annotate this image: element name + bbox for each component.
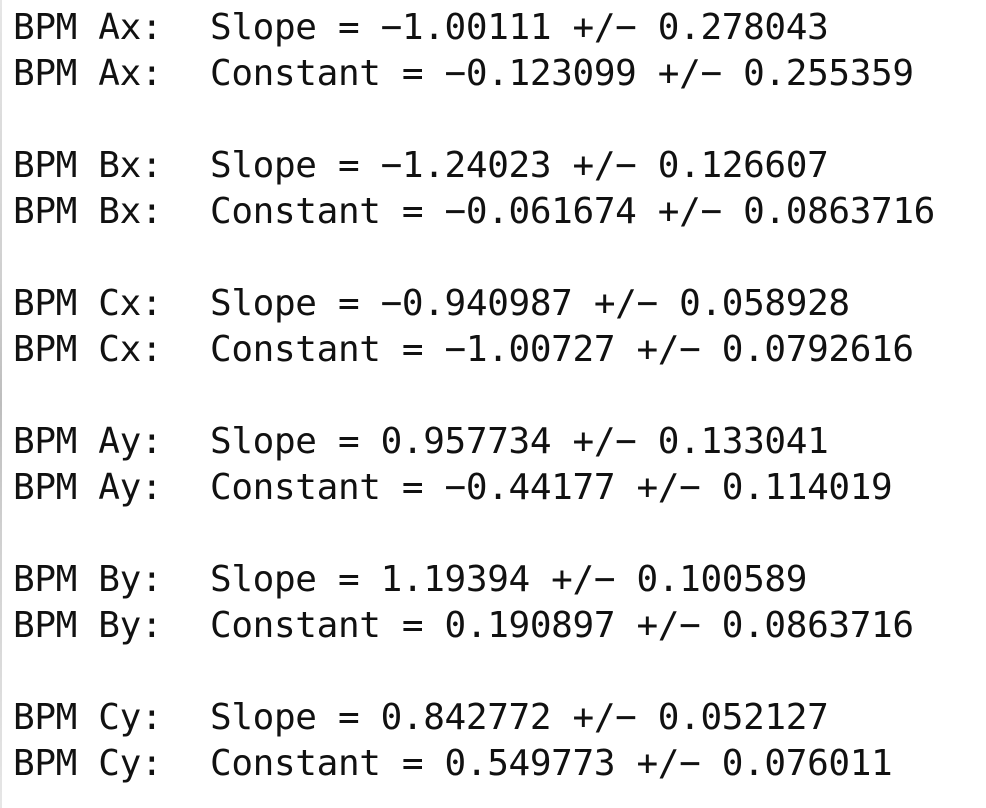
console-output: BPM Ax: Slope = −1.00111 +/− 0.278043 BPM… bbox=[13, 5, 978, 787]
line-text: Constant = 0.190897 +/− 0.0863716 bbox=[210, 605, 914, 646]
blank-line bbox=[13, 373, 978, 419]
blank-line bbox=[13, 511, 978, 557]
console-line-ax-constant: BPM Ax: Constant = −0.123099 +/− 0.255359 bbox=[13, 51, 978, 97]
line-prefix: BPM Cx: bbox=[13, 329, 163, 370]
line-prefix: BPM Bx: bbox=[13, 191, 163, 232]
line-text: Constant = −1.00727 +/− 0.0792616 bbox=[210, 329, 914, 370]
blank-line bbox=[13, 649, 978, 695]
line-text: Slope = 0.957734 +/− 0.133041 bbox=[210, 421, 829, 462]
line-prefix: BPM Ax: bbox=[13, 7, 163, 48]
window-left-edge bbox=[0, 0, 2, 808]
console-line-bx-constant: BPM Bx: Constant = −0.061674 +/− 0.086371… bbox=[13, 189, 978, 235]
line-prefix: BPM Ax: bbox=[13, 53, 163, 94]
console-line-ax-slope: BPM Ax: Slope = −1.00111 +/− 0.278043 bbox=[13, 5, 978, 51]
console-line-cy-slope: BPM Cy: Slope = 0.842772 +/− 0.052127 bbox=[13, 695, 978, 741]
line-prefix: BPM Ay: bbox=[13, 421, 163, 462]
line-prefix: BPM By: bbox=[13, 559, 163, 600]
line-text: Slope = −0.940987 +/− 0.058928 bbox=[210, 283, 850, 324]
console-line-cx-constant: BPM Cx: Constant = −1.00727 +/− 0.0792616 bbox=[13, 327, 978, 373]
line-prefix: BPM Ay: bbox=[13, 467, 163, 508]
line-text: Slope = 0.842772 +/− 0.052127 bbox=[210, 697, 829, 738]
line-prefix: BPM Cy: bbox=[13, 743, 163, 784]
line-text: Constant = −0.123099 +/− 0.255359 bbox=[210, 53, 914, 94]
line-text: Constant = −0.061674 +/− 0.0863716 bbox=[210, 191, 936, 232]
console-line-cx-slope: BPM Cx: Slope = −0.940987 +/− 0.058928 bbox=[13, 281, 978, 327]
line-prefix: BPM Cy: bbox=[13, 697, 163, 738]
console-line-by-constant: BPM By: Constant = 0.190897 +/− 0.0863716 bbox=[13, 603, 978, 649]
console-line-cy-constant: BPM Cy: Constant = 0.549773 +/− 0.076011 bbox=[13, 741, 978, 787]
line-text: Slope = −1.00111 +/− 0.278043 bbox=[210, 7, 829, 48]
blank-line bbox=[13, 97, 978, 143]
line-text: Constant = 0.549773 +/− 0.076011 bbox=[210, 743, 893, 784]
console-line-by-slope: BPM By: Slope = 1.19394 +/− 0.100589 bbox=[13, 557, 978, 603]
console-line-ay-constant: BPM Ay: Constant = −0.44177 +/− 0.114019 bbox=[13, 465, 978, 511]
console-line-ay-slope: BPM Ay: Slope = 0.957734 +/− 0.133041 bbox=[13, 419, 978, 465]
line-text: Slope = 1.19394 +/− 0.100589 bbox=[210, 559, 808, 600]
line-prefix: BPM Bx: bbox=[13, 145, 163, 186]
line-prefix: BPM By: bbox=[13, 605, 163, 646]
blank-line bbox=[13, 235, 978, 281]
line-text: Slope = −1.24023 +/− 0.126607 bbox=[210, 145, 829, 186]
console-line-bx-slope: BPM Bx: Slope = −1.24023 +/− 0.126607 bbox=[13, 143, 978, 189]
line-text: Constant = −0.44177 +/− 0.114019 bbox=[210, 467, 893, 508]
line-prefix: BPM Cx: bbox=[13, 283, 163, 324]
